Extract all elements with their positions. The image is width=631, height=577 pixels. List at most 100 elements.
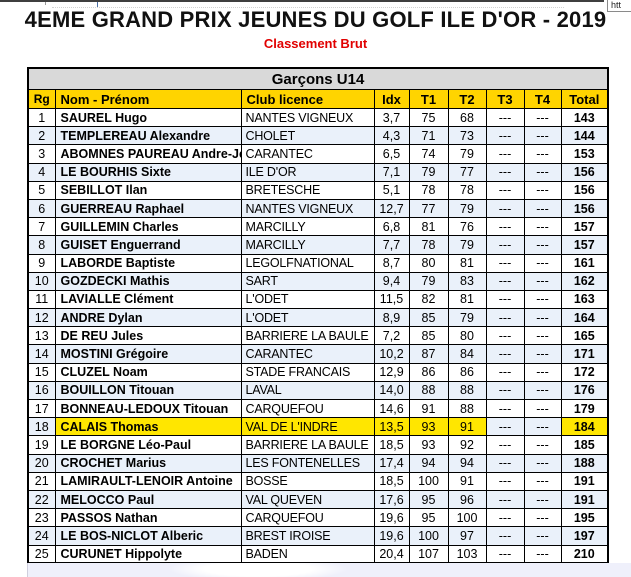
table-row: 25 CURUNET Hippolyte BADEN 20,4 107 103 … (27, 544, 609, 564)
table-row: 16 BOUILLON Titouan LAVAL 14,0 88 88 ---… (27, 380, 609, 401)
t3-cell: --- (485, 217, 525, 237)
t3-cell: --- (485, 544, 525, 564)
rank-cell: 17 (27, 398, 56, 419)
table-row: 14 MOSTINI Grégoire CARANTEC 10,2 87 84 … (27, 344, 609, 364)
t4-cell: --- (523, 289, 562, 310)
t3-cell: --- (485, 235, 525, 255)
club-cell: VAL QUEVEN (240, 489, 375, 510)
tick-mark (45, 2, 46, 5)
t2-cell: 81 (447, 289, 487, 310)
t1-cell: 85 (408, 308, 449, 328)
page-bottom-strip (27, 563, 631, 577)
t4-cell: --- (523, 271, 562, 291)
idx-cell: 3,7 (373, 107, 410, 128)
table-row: 19 LE BORGNE Léo-Paul BARRIERE LA BAULE … (27, 435, 609, 455)
t4-cell: --- (523, 362, 562, 382)
t4-cell: --- (523, 126, 562, 146)
t2-cell: 73 (447, 126, 487, 146)
rank-cell: 11 (27, 289, 56, 310)
total-cell: 162 (560, 271, 609, 291)
name-cell: LAMIRAULT-LENOIR Antoine (54, 471, 242, 491)
t3-cell: --- (485, 271, 525, 291)
t2-cell: 83 (447, 271, 487, 291)
t4-cell: --- (523, 471, 562, 491)
rank-cell: 4 (27, 162, 56, 182)
t1-cell: 95 (408, 508, 449, 528)
t3-cell: --- (485, 308, 525, 328)
club-cell: BARRIERE LA BAULE (240, 326, 375, 346)
total-cell: 172 (560, 362, 609, 382)
t4-cell: --- (523, 217, 562, 237)
total-cell: 171 (560, 344, 609, 364)
name-cell: LE BOURHIS Sixte (54, 162, 242, 182)
t2-cell: 68 (447, 107, 487, 128)
table-row: 23 PASSOS Nathan CARQUEFOU 19,6 95 100 -… (27, 508, 609, 528)
rank-cell: 22 (27, 489, 56, 510)
t1-cell: 93 (408, 417, 449, 437)
t1-cell: 107 (408, 544, 449, 564)
results-tbody: 1 SAUREL Hugo NANTES VIGNEUX 3,7 75 68 -… (27, 107, 609, 564)
column-header-rg: Rg (27, 89, 56, 109)
t1-cell: 86 (408, 362, 449, 382)
t3-cell: --- (485, 107, 525, 128)
t2-cell: 97 (447, 526, 487, 546)
total-cell: 144 (560, 126, 609, 146)
t4-cell: --- (523, 308, 562, 328)
t3-cell: --- (485, 326, 525, 346)
t3-cell: --- (485, 344, 525, 364)
t2-cell: 94 (447, 453, 487, 473)
total-cell: 156 (560, 198, 609, 219)
t2-cell: 84 (447, 344, 487, 364)
t2-cell: 79 (447, 198, 487, 219)
name-cell: LE BORGNE Léo-Paul (54, 435, 242, 455)
t1-cell: 80 (408, 253, 449, 273)
club-cell: CARANTEC (240, 344, 375, 364)
name-cell: CLUZEL Noam (54, 362, 242, 382)
idx-cell: 14,0 (373, 380, 410, 401)
column-header-total: Total (560, 89, 609, 109)
club-cell: L'ODET (240, 289, 375, 310)
t1-cell: 79 (408, 162, 449, 182)
t3-cell: --- (485, 435, 525, 455)
column-header-club: Club licence (240, 89, 375, 109)
t2-cell: 78 (447, 180, 487, 200)
rank-cell: 9 (27, 253, 56, 273)
total-cell: 191 (560, 489, 609, 510)
rank-cell: 3 (27, 144, 56, 164)
name-cell: GUERREAU Raphael (54, 198, 242, 219)
column-header-row: Rg Nom - Prénom Club licence Idx T1 T2 T… (27, 89, 609, 109)
column-header-idx: Idx (373, 89, 410, 109)
rank-cell: 20 (27, 453, 56, 473)
t1-cell: 74 (408, 144, 449, 164)
idx-cell: 20,4 (373, 544, 410, 564)
idx-cell: 17,6 (373, 489, 410, 510)
t3-cell: --- (485, 253, 525, 273)
table-row: 21 LAMIRAULT-LENOIR Antoine BOSSE 18,5 1… (27, 471, 609, 491)
idx-cell: 12,9 (373, 362, 410, 382)
club-cell: ILE D'OR (240, 162, 375, 182)
t1-cell: 71 (408, 126, 449, 146)
total-cell: 164 (560, 308, 609, 328)
name-cell: CURUNET Hippolyte (54, 544, 242, 564)
t4-cell: --- (523, 198, 562, 219)
club-cell: BARRIERE LA BAULE (240, 435, 375, 455)
club-cell: L'ODET (240, 308, 375, 328)
total-cell: 157 (560, 217, 609, 237)
name-cell: LABORDE Baptiste (54, 253, 242, 273)
club-cell: CARQUEFOU (240, 398, 375, 419)
table-row: 3 ABOMNES PAUREAU Andre-Jean CARANTEC 6,… (27, 144, 609, 164)
idx-cell: 12,7 (373, 198, 410, 219)
table-row: 18 CALAIS Thomas VAL DE L'INDRE 13,5 93 … (27, 417, 609, 437)
idx-cell: 19,6 (373, 526, 410, 546)
club-cell: BOSSE (240, 471, 375, 491)
club-cell: CARQUEFOU (240, 508, 375, 528)
t2-cell: 88 (447, 380, 487, 401)
idx-cell: 9,4 (373, 271, 410, 291)
t4-cell: --- (523, 526, 562, 546)
t3-cell: --- (485, 180, 525, 200)
idx-cell: 8,7 (373, 253, 410, 273)
t4-cell: --- (523, 344, 562, 364)
total-cell: 153 (560, 144, 609, 164)
column-header-t2: T2 (447, 89, 487, 109)
club-cell: LEGOLFNATIONAL (240, 253, 375, 273)
